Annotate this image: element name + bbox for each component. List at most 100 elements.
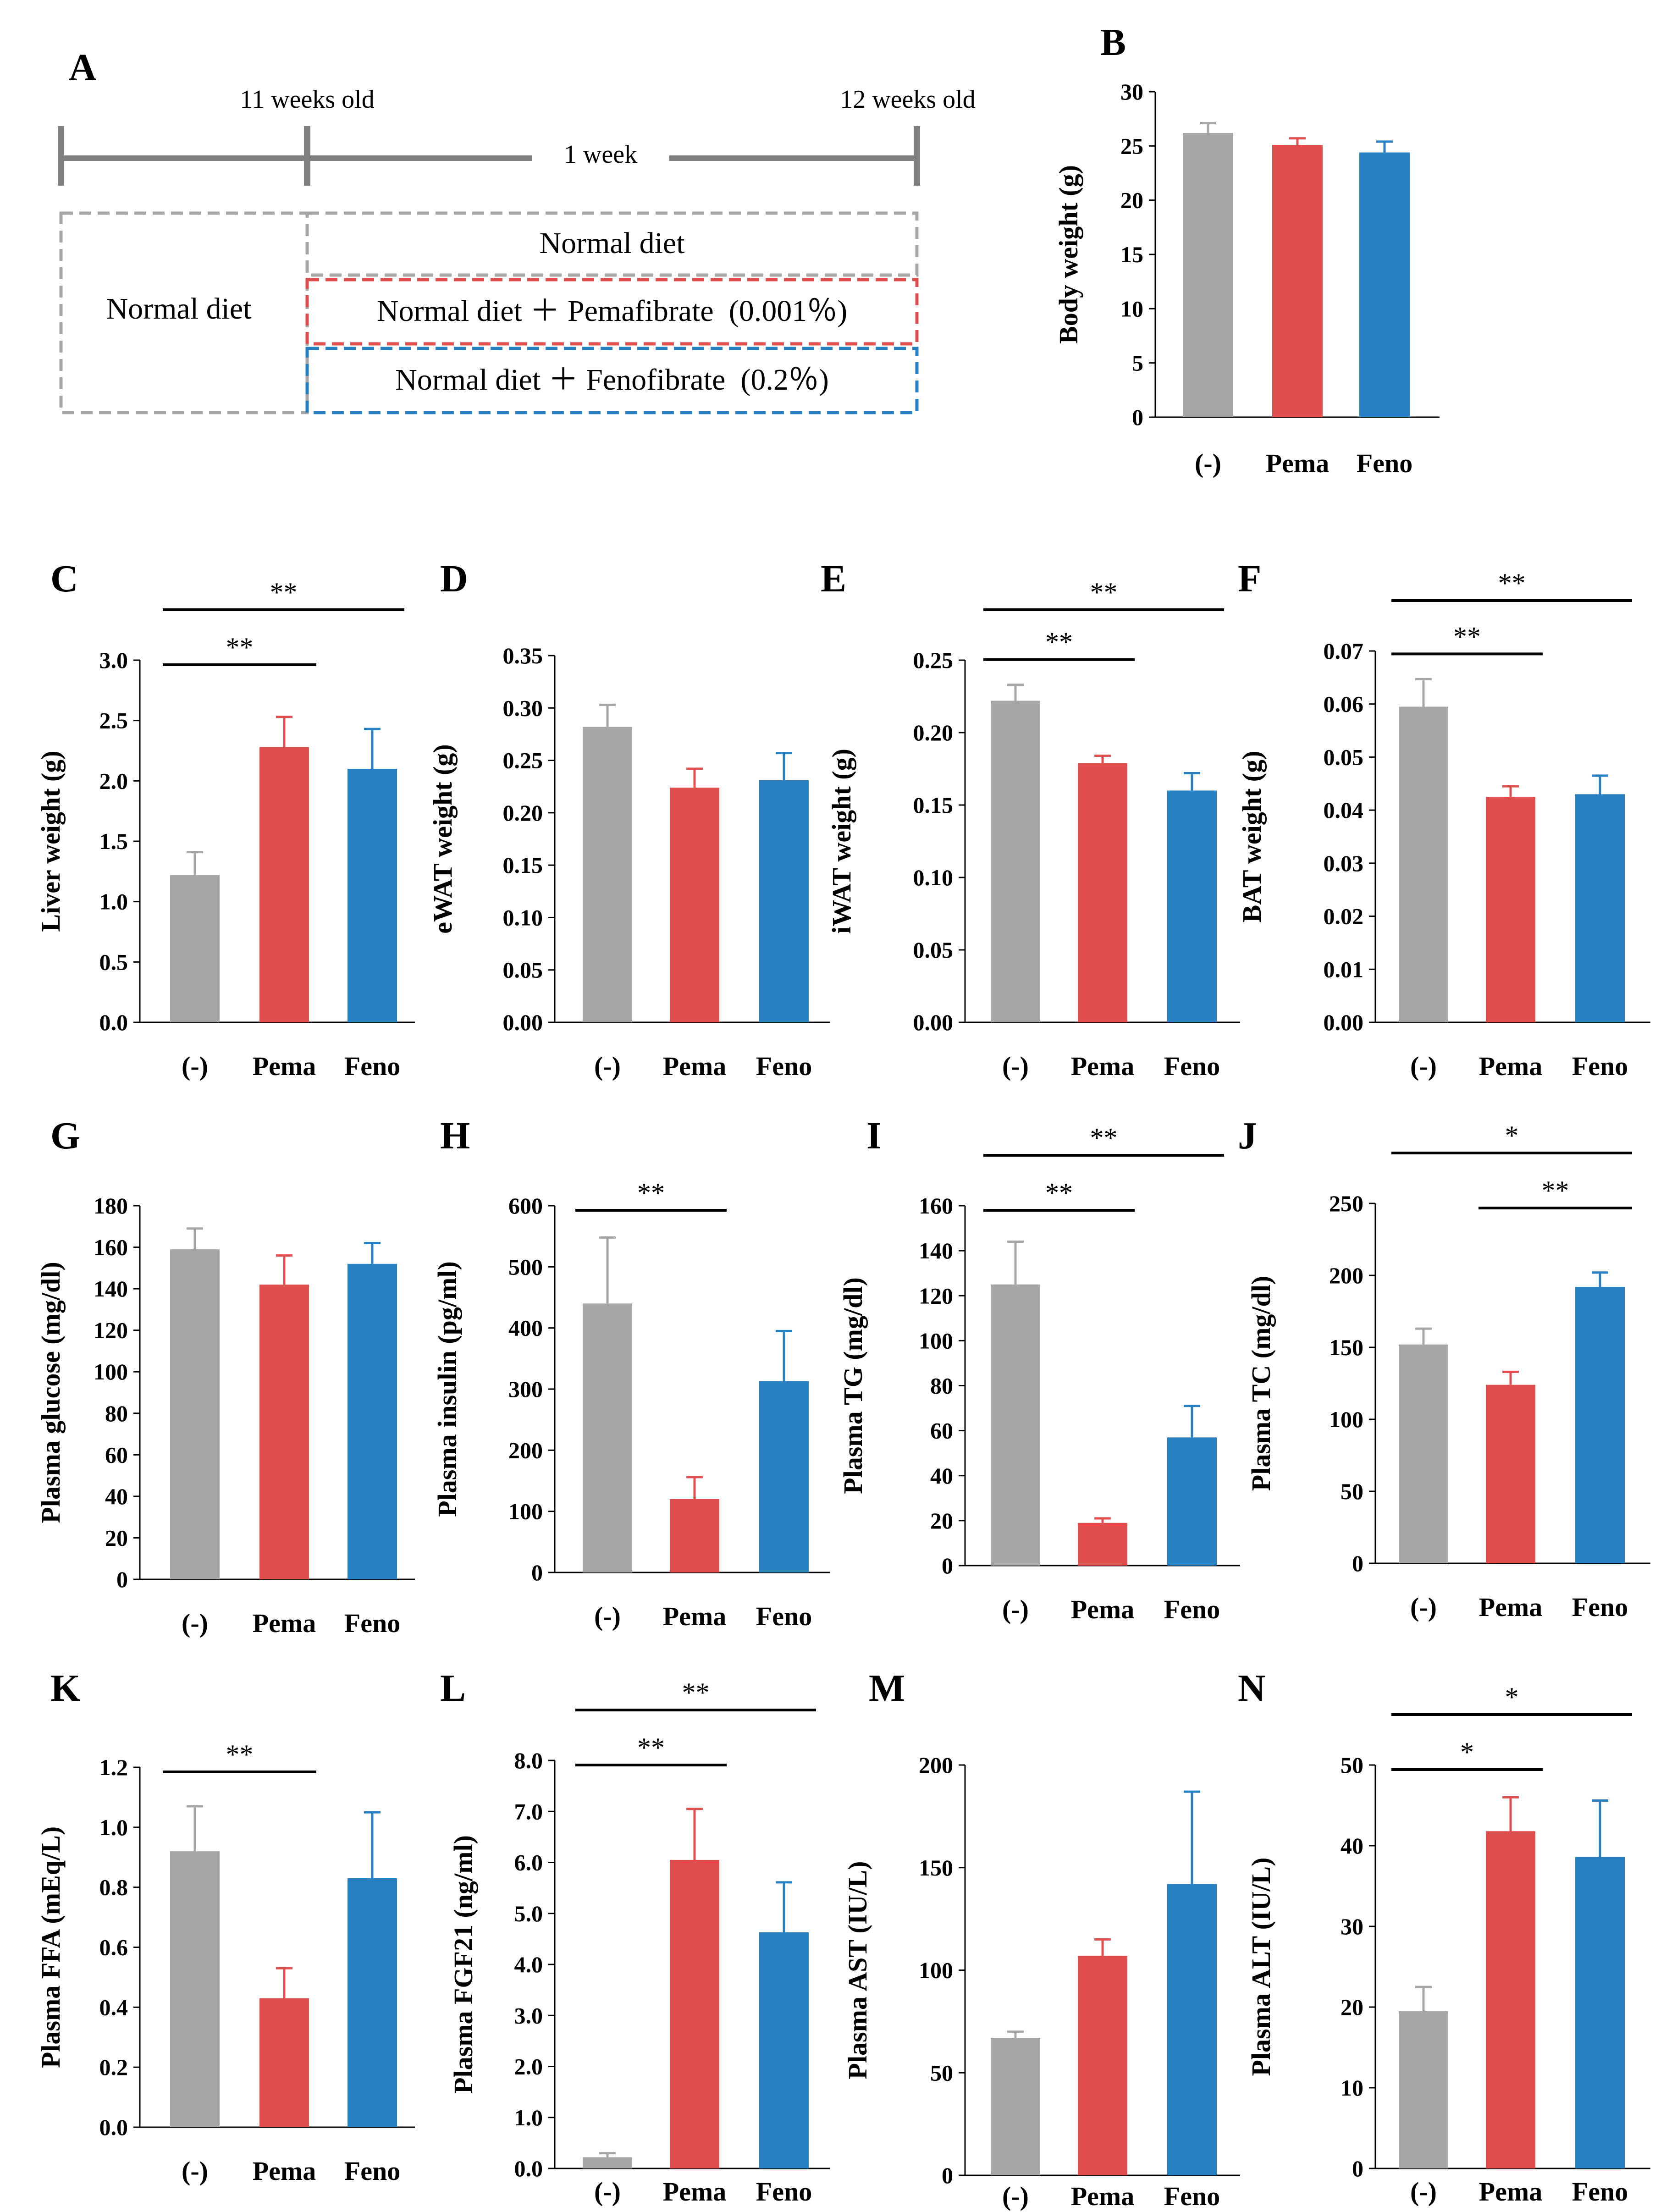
panel-label-d: D — [440, 557, 468, 600]
y-tick-label-d-0: 0.00 — [503, 1009, 543, 1035]
panel-label-e: E — [821, 557, 846, 600]
y-tick-label-l-1: 1.0 — [514, 2105, 543, 2130]
bar-k-1 — [259, 1998, 309, 2127]
bar-m-2 — [1167, 1884, 1217, 2175]
y-tick-label-m-1: 50 — [930, 2060, 953, 2085]
bar-l-0 — [583, 2157, 632, 2168]
y-tick-label-g-1: 20 — [105, 1525, 128, 1550]
y-tick-label-j-4: 200 — [1329, 1263, 1363, 1288]
y-tick-label-k-0: 0.0 — [99, 2114, 128, 2140]
y-tick-label-d-4: 0.20 — [503, 800, 543, 826]
category-label-e-1: Pema — [1071, 1051, 1135, 1081]
y-axis-title-d: eWAT weight (g) — [428, 744, 458, 933]
category-label-k-1: Pema — [253, 2156, 316, 2186]
bar-b-1 — [1272, 144, 1323, 417]
y-tick-label-h-1: 100 — [508, 1499, 543, 1524]
panel-label-b: B — [1100, 21, 1126, 64]
y-tick-label-m-3: 150 — [919, 1855, 953, 1881]
significance-label-l-0: ** — [637, 1732, 665, 1763]
category-label-c-0: (-) — [182, 1051, 208, 1081]
y-tick-label-l-0: 0.0 — [514, 2156, 543, 2181]
bar-e-1 — [1078, 763, 1127, 1022]
bar-b-0 — [1183, 132, 1233, 417]
significance-label-c-1: ** — [270, 577, 298, 607]
y-tick-label-e-5: 0.25 — [913, 647, 954, 673]
y-tick-label-l-8: 8.0 — [514, 1748, 543, 1773]
panel-label-a: A — [69, 46, 97, 89]
panel-g-chart: G 0 20 40 60 80 100 120 140 160 180 Plasma glucose … — [36, 1114, 415, 1638]
y-tick-label-k-5: 1.0 — [99, 1815, 128, 1840]
panel-label-f: F — [1238, 557, 1261, 600]
bar-f-2 — [1575, 794, 1625, 1022]
bar-f-0 — [1399, 706, 1448, 1022]
significance-label-l-1: ** — [682, 1677, 710, 1708]
category-label-f-1: Pema — [1479, 1051, 1543, 1081]
y-tick-label-e-3: 0.15 — [913, 792, 954, 818]
age-start-label: 11 weeks old — [240, 85, 374, 114]
bar-n-2 — [1575, 1857, 1625, 2168]
y-axis-title-l: Plasma FGF21 (ng/ml) — [448, 1835, 478, 2094]
y-tick-label-e-0: 0.00 — [913, 1009, 954, 1035]
y-axis-title-h: Plasma insulin (pg/ml) — [432, 1261, 462, 1517]
category-label-j-1: Pema — [1479, 1592, 1543, 1622]
y-tick-label-f-3: 0.03 — [1324, 850, 1364, 876]
bar-e-2 — [1167, 790, 1217, 1022]
panel-c-chart: C 0.0 0.5 1.0 1.5 2.0 2.5 3.0 Liver weight (g) (-… — [36, 557, 415, 1081]
y-tick-label-g-4: 80 — [105, 1401, 128, 1426]
y-tick-label-l-3: 3.0 — [514, 2002, 543, 2028]
panel-b-chart: B 0 5 10 15 20 25 30 Body weight (g) (-) Pema Feno — [1054, 21, 1440, 478]
y-tick-label-c-6: 3.0 — [99, 647, 128, 673]
y-tick-label-j-1: 50 — [1341, 1478, 1363, 1504]
y-tick-label-h-4: 400 — [508, 1315, 543, 1341]
category-label-h-0: (-) — [594, 1601, 621, 1631]
bar-l-2 — [759, 1932, 809, 2168]
significance-label-i-0: ** — [1045, 1178, 1073, 1208]
feno-group-box — [305, 347, 919, 414]
y-tick-label-f-6: 0.06 — [1324, 691, 1364, 717]
y-tick-label-c-5: 2.5 — [99, 708, 128, 734]
y-tick-label-i-3: 60 — [930, 1418, 953, 1444]
category-label-b-1: Pema — [1266, 448, 1330, 478]
panel-d-chart: D 0.00 0.05 0.10 0.15 0.20 0.25 0.30 0.35 eWAT we… — [428, 557, 830, 1081]
y-tick-label-f-1: 0.01 — [1324, 956, 1364, 982]
panel-label-k: K — [50, 1667, 80, 1710]
y-tick-label-g-6: 120 — [94, 1318, 128, 1343]
y-tick-label-i-6: 120 — [919, 1283, 953, 1308]
significance-label-e-1: ** — [1090, 577, 1118, 607]
bar-e-0 — [991, 701, 1040, 1022]
y-tick-label-i-5: 100 — [919, 1328, 953, 1353]
panel-f-chart: F 0.00 0.01 0.02 0.03 0.04 0.05 0.06 0.07 BAT wei… — [1237, 557, 1650, 1081]
y-tick-label-b-0: 0 — [1132, 404, 1143, 430]
baseline-diet-label: Normal diet — [106, 292, 251, 325]
bar-j-2 — [1575, 1287, 1625, 1563]
y-tick-label-g-0: 0 — [116, 1567, 128, 1592]
pema-group-box — [305, 278, 919, 346]
category-label-b-2: Feno — [1357, 448, 1412, 478]
y-tick-label-c-0: 0.0 — [99, 1009, 128, 1035]
panel-label-c: C — [50, 557, 78, 600]
y-tick-label-c-2: 1.0 — [99, 889, 128, 915]
significance-label-n-1: * — [1505, 1682, 1519, 1712]
age-end-label: 12 weeks old — [840, 85, 976, 114]
y-tick-label-c-1: 0.5 — [99, 949, 128, 975]
y-tick-label-f-5: 0.05 — [1324, 744, 1364, 770]
bar-d-2 — [759, 780, 809, 1022]
y-tick-label-k-6: 1.2 — [99, 1754, 128, 1780]
bar-g-1 — [259, 1285, 309, 1579]
bar-c-2 — [348, 769, 397, 1022]
category-label-i-0: (-) — [1002, 1594, 1029, 1624]
panel-k-chart: K 0.0 0.2 0.4 0.6 0.8 1.0 1.2 Plasma FFA (mEq/L)… — [36, 1667, 415, 2186]
y-tick-label-h-5: 500 — [508, 1254, 543, 1280]
panel-n-chart: N 0 10 20 30 40 50 Plasma ALT (IU/L) (-) Pema Feno… — [1238, 1667, 1650, 2206]
category-label-i-1: Pema — [1071, 1594, 1135, 1624]
bar-b-2 — [1359, 152, 1410, 417]
y-tick-label-m-4: 200 — [919, 1752, 953, 1778]
bar-m-0 — [991, 2038, 1040, 2175]
bar-h-1 — [670, 1499, 719, 1572]
panel-m-chart: M 0 50 100 150 200 Plasma AST (IU/L) (-) Pema Fen… — [843, 1667, 1240, 2211]
bar-k-0 — [170, 1851, 220, 2127]
y-tick-label-k-3: 0.6 — [99, 1935, 128, 1960]
y-tick-label-d-2: 0.10 — [503, 905, 543, 930]
